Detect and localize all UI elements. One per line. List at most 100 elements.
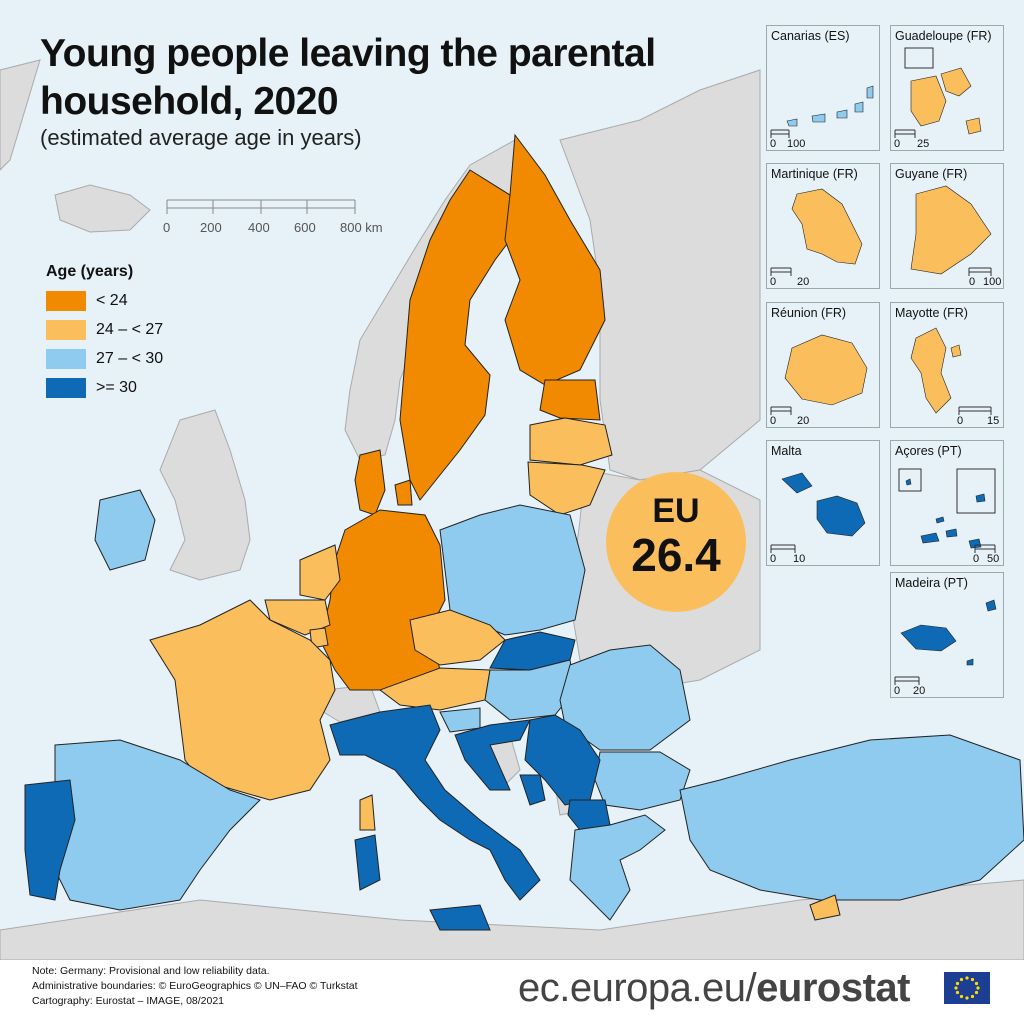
inset-title: Réunion (FR) bbox=[771, 306, 847, 320]
inset-guadeloupe-map bbox=[894, 47, 982, 138]
inset-mayotte: Mayotte (FR) 0 15 bbox=[890, 302, 1004, 428]
inset-scale-max: 10 bbox=[793, 553, 806, 565]
country-czechia bbox=[409, 609, 506, 666]
scale-tick-0: 0 bbox=[163, 220, 171, 235]
eurostat-brand: ec.europa.eu/eurostat bbox=[518, 966, 910, 1011]
eu-flag-stars bbox=[954, 976, 980, 1000]
country-denmark bbox=[354, 449, 413, 516]
inset-title: Malta bbox=[771, 444, 802, 458]
inset-scale-min: 0 bbox=[770, 415, 777, 427]
inset-canarias-map bbox=[770, 85, 874, 138]
footer bbox=[0, 960, 1024, 1024]
inset-title: Mayotte (FR) bbox=[895, 306, 968, 320]
country-cyprus bbox=[809, 894, 841, 921]
footer-notes: Note: Germany: Provisional and low relia… bbox=[32, 964, 358, 1009]
inset-title: Guyane (FR) bbox=[895, 167, 968, 181]
country-netherlands bbox=[299, 544, 341, 601]
inset-scale-max: 20 bbox=[797, 415, 810, 427]
land-iceland bbox=[54, 184, 151, 233]
inset-canarias: Canarias (ES) 0 100 bbox=[766, 25, 880, 151]
inset-mayotte-map bbox=[910, 327, 992, 415]
country-greece bbox=[569, 814, 666, 921]
inset-scale-min: 0 bbox=[894, 685, 901, 697]
inset-reunion: Réunion (FR) 0 20 bbox=[766, 302, 880, 428]
inset-guadeloupe: Guadeloupe (FR) 0 25 bbox=[890, 25, 1004, 151]
note-cartography: Cartography: Eurostat – IMAGE, 08/2021 bbox=[32, 995, 225, 1007]
inset-scale-max: 25 bbox=[917, 138, 930, 150]
inset-reunion-map bbox=[770, 334, 868, 415]
inset-scale-min: 0 bbox=[894, 138, 901, 150]
inset-malta: Malta 0 10 bbox=[766, 440, 880, 566]
legend-label: 24 – < 27 bbox=[96, 321, 164, 338]
legend-swatch bbox=[46, 349, 86, 369]
legend-item: >= 30 bbox=[46, 377, 137, 399]
country-montenegro bbox=[519, 774, 546, 806]
eu-label: EU bbox=[652, 492, 700, 530]
country-sweden bbox=[399, 169, 511, 501]
land-north-west bbox=[0, 59, 41, 171]
inset-scale-min: 0 bbox=[957, 415, 964, 427]
legend-swatch bbox=[46, 320, 86, 340]
inset-scale-min: 0 bbox=[973, 553, 980, 565]
inset-acores: Açores (PT) 0 50 bbox=[890, 440, 1004, 566]
inset-title: Madeira (PT) bbox=[895, 576, 968, 590]
inset-madeira-map bbox=[894, 599, 997, 685]
inset-guyane-map bbox=[910, 185, 992, 276]
country-romania bbox=[559, 644, 691, 751]
eu-value: 26.4 bbox=[631, 529, 721, 581]
scale-bar bbox=[166, 199, 356, 214]
country-turkey bbox=[679, 734, 1024, 901]
inset-title: Canarias (ES) bbox=[771, 29, 850, 43]
country-france bbox=[149, 599, 376, 831]
land-africa bbox=[0, 879, 1024, 960]
country-slovenia bbox=[439, 707, 481, 733]
inset-scale-min: 0 bbox=[969, 276, 976, 288]
inset-martinique-map bbox=[770, 188, 863, 276]
legend-swatch bbox=[46, 378, 86, 398]
legend-item: < 24 bbox=[46, 290, 128, 312]
scale-tick-400: 400 bbox=[248, 220, 270, 235]
inset-scale-max: 20 bbox=[797, 276, 810, 288]
note-boundaries: Administrative boundaries: © EuroGeograp… bbox=[32, 980, 358, 992]
country-germany bbox=[319, 509, 446, 691]
country-poland bbox=[439, 504, 586, 636]
inset-malta-map bbox=[770, 472, 866, 553]
eu-flag-icon bbox=[944, 972, 990, 1004]
legend-swatch bbox=[46, 291, 86, 311]
inset-martinique: Martinique (FR) 0 20 bbox=[766, 163, 880, 289]
country-croatia bbox=[454, 719, 531, 791]
note-germany: Note: Germany: Provisional and low relia… bbox=[32, 965, 270, 977]
scale-tick-600: 600 bbox=[294, 220, 316, 235]
legend-label: 27 – < 30 bbox=[96, 350, 164, 367]
inset-scale-min: 0 bbox=[770, 553, 777, 565]
country-lithuania bbox=[527, 461, 606, 516]
inset-scale-max: 100 bbox=[983, 276, 1002, 288]
scale-tick-200: 200 bbox=[200, 220, 222, 235]
inset-scale-min: 0 bbox=[770, 138, 777, 150]
inset-madeira: Madeira (PT) 0 20 bbox=[890, 572, 1004, 698]
country-italy bbox=[329, 704, 541, 931]
brand-name: eurostat bbox=[756, 966, 910, 1010]
title-line-1: Young people leaving the parental bbox=[40, 32, 656, 75]
inset-scale-max: 100 bbox=[787, 138, 806, 150]
legend-title: Age (years) bbox=[46, 263, 134, 280]
map-subtitle: (estimated average age in years) bbox=[40, 125, 362, 150]
legend-label: >= 30 bbox=[96, 379, 137, 396]
country-portugal bbox=[24, 779, 76, 901]
legend-item: 24 – < 27 bbox=[46, 319, 163, 341]
scale-tick-800: 800 km bbox=[340, 220, 383, 235]
inset-scale-max: 15 bbox=[987, 415, 1000, 427]
brand-prefix: ec.europa.eu/ bbox=[518, 966, 757, 1010]
inset-scale-min: 0 bbox=[770, 276, 777, 288]
eu-average-badge: EU 26.4 bbox=[606, 472, 746, 612]
inset-title: Guadeloupe (FR) bbox=[895, 29, 992, 43]
map-title: Young people leaving the parental househ… bbox=[40, 30, 656, 126]
inset-scale-max: 50 bbox=[987, 553, 1000, 565]
title-line-2: household, 2020 bbox=[40, 80, 339, 123]
eu-countries bbox=[24, 133, 1024, 931]
legend-item: 27 – < 30 bbox=[46, 348, 163, 370]
inset-scale-max: 20 bbox=[913, 685, 926, 697]
country-ireland bbox=[94, 489, 156, 571]
country-bulgaria bbox=[594, 751, 691, 811]
inset-guyane: Guyane (FR) 0 100 bbox=[890, 163, 1004, 289]
